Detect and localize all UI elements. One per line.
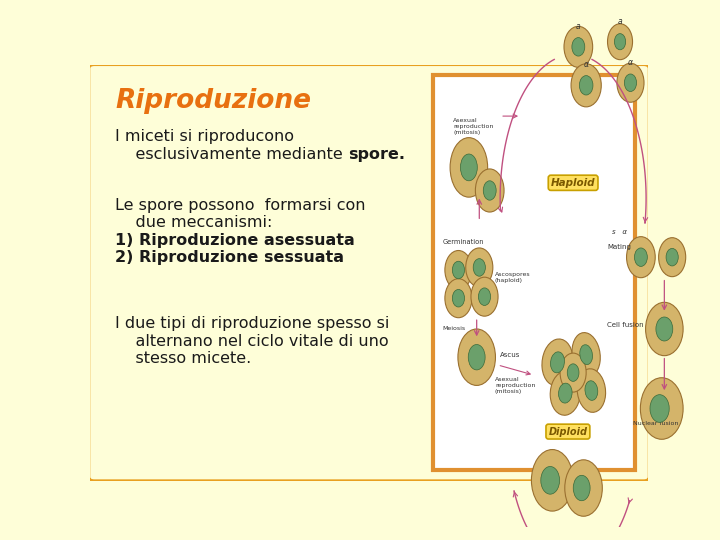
Text: Riproduzione: Riproduzione	[115, 87, 311, 113]
FancyBboxPatch shape	[86, 62, 652, 483]
Ellipse shape	[646, 302, 683, 356]
Ellipse shape	[483, 181, 496, 200]
Text: spore.: spore.	[348, 147, 405, 161]
Ellipse shape	[564, 460, 603, 516]
Ellipse shape	[452, 289, 464, 307]
Text: a: a	[618, 17, 622, 26]
Ellipse shape	[626, 237, 655, 278]
Text: esclusivamente mediante: esclusivamente mediante	[115, 147, 348, 161]
Ellipse shape	[450, 138, 487, 197]
Ellipse shape	[445, 279, 472, 318]
Text: Meiosis: Meiosis	[443, 327, 466, 332]
Ellipse shape	[580, 345, 593, 364]
Ellipse shape	[572, 38, 585, 56]
Ellipse shape	[577, 369, 606, 413]
Ellipse shape	[567, 364, 579, 381]
Ellipse shape	[640, 378, 683, 440]
Text: Germination: Germination	[443, 239, 485, 245]
Text: Ascospores
(haploid): Ascospores (haploid)	[495, 272, 531, 283]
Ellipse shape	[458, 329, 495, 386]
Text: α: α	[584, 60, 589, 69]
Ellipse shape	[550, 371, 580, 415]
Ellipse shape	[559, 383, 572, 403]
Ellipse shape	[542, 339, 573, 386]
Ellipse shape	[666, 248, 678, 266]
Text: Asexual
reproduction
(mitosis): Asexual reproduction (mitosis)	[453, 118, 494, 134]
FancyBboxPatch shape	[433, 75, 635, 470]
Text: Le spore possono  formarsi con: Le spore possono formarsi con	[115, 198, 366, 213]
Text: Haploid: Haploid	[551, 178, 595, 188]
Text: I miceti si riproducono: I miceti si riproducono	[115, 129, 294, 144]
Ellipse shape	[560, 353, 586, 392]
Text: α: α	[628, 58, 633, 67]
Ellipse shape	[445, 251, 472, 289]
Text: a: a	[576, 22, 580, 31]
Ellipse shape	[617, 63, 644, 102]
Ellipse shape	[564, 26, 593, 68]
Ellipse shape	[473, 259, 485, 276]
Ellipse shape	[650, 395, 669, 422]
Ellipse shape	[580, 76, 593, 95]
Text: alternano nel ciclo vitale di uno: alternano nel ciclo vitale di uno	[115, 334, 389, 349]
Ellipse shape	[460, 154, 477, 181]
Ellipse shape	[466, 248, 493, 287]
Text: stesso micete.: stesso micete.	[115, 352, 251, 366]
Text: 1) Riproduzione asessuata: 1) Riproduzione asessuata	[115, 233, 355, 248]
Text: Cell fusion: Cell fusion	[607, 322, 644, 328]
Ellipse shape	[452, 261, 464, 279]
Ellipse shape	[571, 64, 601, 107]
Ellipse shape	[573, 475, 590, 501]
Ellipse shape	[634, 248, 647, 266]
Text: Diploid: Diploid	[549, 427, 588, 437]
Ellipse shape	[659, 238, 685, 276]
Ellipse shape	[608, 24, 633, 60]
Ellipse shape	[471, 277, 498, 316]
Ellipse shape	[468, 345, 485, 370]
Ellipse shape	[585, 381, 598, 400]
Ellipse shape	[656, 317, 672, 341]
Text: Asexual
reproduction
(mitosis): Asexual reproduction (mitosis)	[495, 377, 535, 394]
Ellipse shape	[531, 449, 573, 511]
Ellipse shape	[624, 74, 636, 91]
Ellipse shape	[551, 352, 564, 373]
Text: Mating: Mating	[607, 244, 631, 250]
Ellipse shape	[541, 467, 559, 494]
Text: s   α: s α	[612, 228, 627, 234]
Text: 2) Riproduzione sessuata: 2) Riproduzione sessuata	[115, 250, 344, 265]
Text: due meccanismi:: due meccanismi:	[115, 215, 272, 231]
Text: I due tipi di riproduzione spesso si: I due tipi di riproduzione spesso si	[115, 316, 390, 332]
Ellipse shape	[614, 33, 626, 50]
Ellipse shape	[572, 333, 600, 377]
Text: Nuclear fusion: Nuclear fusion	[633, 421, 678, 427]
Ellipse shape	[475, 169, 504, 212]
Ellipse shape	[478, 288, 490, 306]
Text: Ascus: Ascus	[500, 352, 521, 357]
